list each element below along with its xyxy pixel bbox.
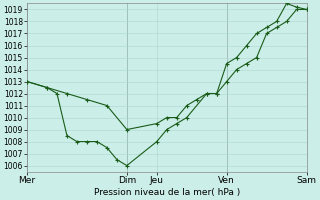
X-axis label: Pression niveau de la mer( hPa ): Pression niveau de la mer( hPa ) — [94, 188, 240, 197]
